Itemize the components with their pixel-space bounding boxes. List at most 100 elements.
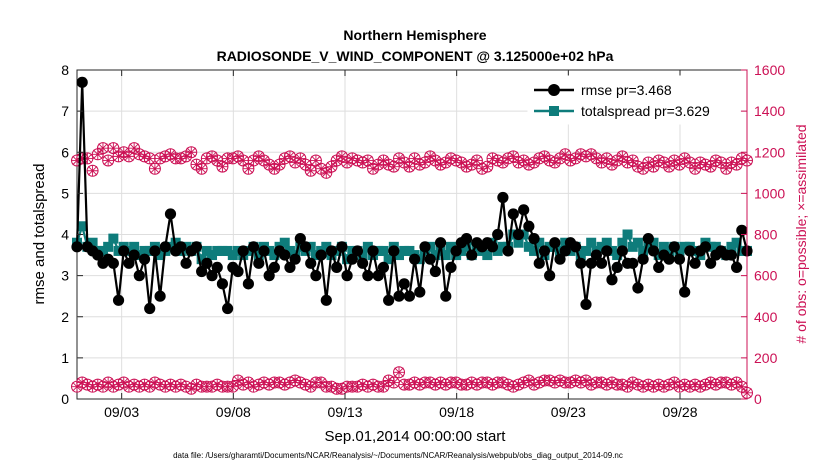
obs-count-point xyxy=(361,154,374,167)
rmse-point xyxy=(164,208,177,220)
y2-tick-label: 200 xyxy=(754,350,778,366)
rmse-point xyxy=(383,294,395,306)
obs-assimilated-marker xyxy=(190,159,202,171)
obs-assimilated-marker xyxy=(507,150,519,162)
rmse-point xyxy=(393,290,405,302)
rmse-point xyxy=(512,228,525,241)
rmse-point xyxy=(107,257,119,269)
rmse-point xyxy=(247,241,260,253)
obs-assimilated-marker xyxy=(627,154,639,166)
rmse-point xyxy=(554,253,566,265)
totalspread-point xyxy=(643,241,654,252)
obs-assimilated-marker xyxy=(372,159,384,171)
legend-spread-label: totalspread pr=3.629 xyxy=(581,103,710,119)
y2-tick-label: 1400 xyxy=(754,103,785,119)
rmse-point xyxy=(460,233,473,245)
totalspread-point xyxy=(461,241,472,252)
obs-assimilated-marker xyxy=(268,163,280,175)
totalspread-point xyxy=(596,241,607,252)
rmse-point xyxy=(92,249,104,261)
rmse-point xyxy=(570,241,582,253)
rmse-point xyxy=(190,241,203,253)
obs-assimilated-marker xyxy=(216,161,228,173)
obs-assimilated-marker xyxy=(523,374,535,386)
obs-count-point xyxy=(96,142,109,155)
rmse-point xyxy=(196,265,208,278)
x-axis: 09/03 09/08 09/13 09/18 09/23 09/28 xyxy=(104,70,698,420)
x-tick-label: 09/13 xyxy=(327,404,362,420)
obs-count-point xyxy=(86,164,99,177)
obs-assimilated-marker xyxy=(731,377,743,389)
y-axis-left-label: rmse and totalspread xyxy=(31,164,48,305)
obs-count-point xyxy=(216,160,229,173)
totalspread-point xyxy=(77,221,88,232)
rmse-point xyxy=(76,76,88,88)
y2-tick-label: 800 xyxy=(754,227,778,243)
obs-assimilated-marker xyxy=(658,157,670,169)
rmse-point xyxy=(429,265,441,278)
rmse-point xyxy=(705,257,717,269)
totalspread-point xyxy=(155,250,166,261)
totalspread-point xyxy=(523,241,534,252)
obs-assimilated-marker xyxy=(227,381,239,393)
rmse-point xyxy=(434,237,447,249)
obs-assimilated-marker xyxy=(715,157,727,169)
obs-assimilated-marker xyxy=(549,157,561,169)
rmse-point xyxy=(367,245,379,257)
rmse-point xyxy=(502,245,514,257)
obs-assimilated-marker xyxy=(315,163,327,175)
obs-count-point xyxy=(122,150,135,163)
obs-assimilated-marker xyxy=(185,146,197,158)
obs-assimilated-marker xyxy=(419,157,431,169)
totalspread-point xyxy=(575,250,586,261)
obs-assimilated-marker xyxy=(705,161,717,173)
rmse-point xyxy=(736,224,748,236)
rmse-point xyxy=(325,245,338,257)
rmse-point xyxy=(647,245,660,257)
totalspread-point xyxy=(658,241,669,252)
obs-assimilated-marker xyxy=(81,152,93,164)
rmse-point xyxy=(232,265,244,278)
rmse-point xyxy=(175,241,187,253)
rmse-point xyxy=(663,253,675,265)
obs-count-point xyxy=(387,376,400,389)
rmse-point xyxy=(507,208,519,220)
totalspread-point xyxy=(399,245,410,256)
rmse-point xyxy=(528,233,540,245)
obs-count-point xyxy=(195,162,208,175)
totalspread-point xyxy=(492,245,503,256)
obs-count-point xyxy=(242,162,255,175)
rmse-point xyxy=(699,241,712,253)
obs-assimilated-marker xyxy=(554,152,566,164)
totalspread-point xyxy=(207,250,218,261)
rmse-point xyxy=(590,249,602,261)
obs-assimilated-marker xyxy=(398,157,410,169)
y-tick-label: 7 xyxy=(61,103,69,119)
obs-assimilated-marker xyxy=(325,161,337,173)
y2-tick-label: 1600 xyxy=(754,62,785,78)
rmse-point xyxy=(289,253,301,265)
x-tick-label: 09/18 xyxy=(439,404,474,420)
obs-assimilated-marker xyxy=(92,148,104,160)
obs-assimilated-marker xyxy=(232,374,244,386)
obs-assimilated-marker xyxy=(71,381,83,393)
rmse-point xyxy=(180,257,192,269)
totalspread-point xyxy=(201,245,212,256)
rmse-point xyxy=(523,220,535,232)
rmse-point xyxy=(279,249,291,261)
rmse-point xyxy=(377,261,390,273)
y2-tick-label: 400 xyxy=(754,309,778,325)
obs-assimilated-marker xyxy=(97,142,109,154)
totalspread-point xyxy=(357,250,368,261)
totalspread-point xyxy=(664,245,675,256)
obs-assimilated-marker xyxy=(113,150,125,162)
obs-assimilated-marker xyxy=(679,152,691,164)
obs-assimilated-marker xyxy=(518,154,530,166)
rmse-point xyxy=(118,245,130,257)
obs-assimilated-marker xyxy=(570,152,582,164)
rmse-point xyxy=(533,257,545,269)
rmse-point xyxy=(123,257,135,269)
totalspread-point xyxy=(212,245,223,256)
obs-assimilated-marker xyxy=(673,159,685,171)
totalspread-point xyxy=(513,237,524,248)
